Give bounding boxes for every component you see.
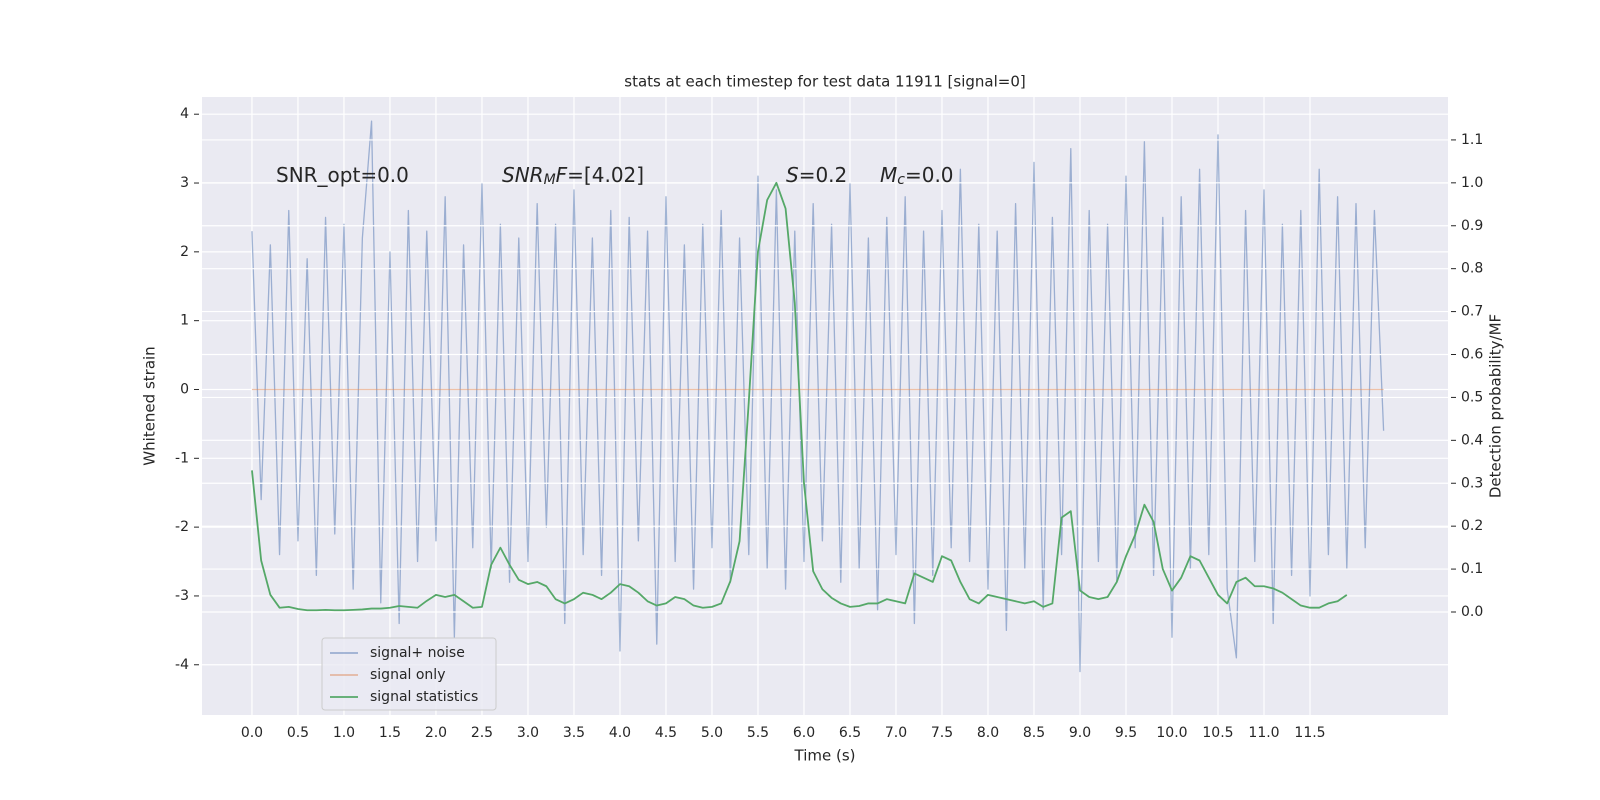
annotation-part: SNR	[502, 163, 544, 187]
annotations: SNR_opt=0.0 SNRMF=[4.02] S=0.2 Mc=0.0	[276, 163, 954, 189]
x-tick-label: 6.0	[793, 725, 815, 741]
x-tick-label: 7.0	[885, 725, 907, 741]
x-tick-label: 9.0	[1069, 725, 1091, 741]
y2-tick-label: 0.5	[1461, 389, 1483, 405]
annotation-part: =[4.02]	[567, 163, 644, 187]
y-tick-label: 2	[180, 244, 189, 260]
annotation-part: SNR_opt=0.0	[276, 163, 409, 187]
x-tick-label: 2.0	[425, 725, 447, 741]
series-line	[251, 181, 1348, 612]
y2-tick-label: 0.8	[1461, 261, 1483, 277]
annotation: SNR_opt=0.0	[276, 163, 409, 187]
annotation-part: S	[786, 163, 799, 187]
x-tick-label: 7.5	[931, 725, 953, 741]
x-tick-label: 0.0	[241, 725, 263, 741]
chart-title: stats at each timestep for test data 119…	[624, 73, 1025, 91]
x-tick-label: 4.0	[609, 725, 631, 741]
x-tick-label: 11.5	[1294, 725, 1325, 741]
legend-label: signal statistics	[370, 689, 478, 705]
legend-label: signal+ noise	[370, 645, 465, 661]
y2-tick-label: 0.0	[1461, 604, 1483, 620]
y2-tick-label: 0.4	[1461, 432, 1483, 448]
legend: signal+ noise signal only signal statistic…	[321, 637, 497, 711]
series-left	[251, 120, 1385, 673]
x-tick-label: 5.5	[747, 725, 769, 741]
annotation-part: M	[880, 163, 897, 187]
annotation: S=0.2	[786, 163, 847, 187]
x-tick-label: 1.0	[333, 725, 355, 741]
x-axis-label: Time (s)	[794, 747, 856, 765]
x-tick-label: 9.5	[1115, 725, 1137, 741]
series-line	[251, 120, 1385, 673]
annotation: Mc=0.0	[880, 163, 954, 189]
x-tick-label: 1.5	[379, 725, 401, 741]
x-tick-label: 6.5	[839, 725, 861, 741]
y-tick-label: -1	[175, 450, 189, 466]
x-tick-label: 11.0	[1248, 725, 1279, 741]
y2-tick-label: 0.1	[1461, 561, 1483, 577]
y2-tick-label: 0.2	[1461, 518, 1483, 534]
y-tick-label: -4	[175, 657, 189, 673]
annotation-part: F	[556, 163, 568, 187]
x-tick-label: 10.5	[1202, 725, 1233, 741]
x-tick-label: 10.0	[1156, 725, 1187, 741]
y-axis-label: Whitened strain	[141, 346, 159, 465]
y-tick-label: -3	[175, 588, 189, 604]
axes: 0.0 0.5 1.0 1.5 2.0 2.5 3.0 3.5 4.0 4.5 5.0 5.5 6.0 6…	[175, 106, 1483, 741]
y2-axis-label: Detection probability/MF	[1487, 314, 1505, 498]
annotation-part: c	[897, 172, 905, 188]
series-right	[251, 181, 1348, 612]
y-tick-label: 3	[180, 175, 189, 191]
annotation-part: =0.0	[905, 163, 954, 187]
y2-tick-label: 0.3	[1461, 475, 1483, 491]
plot-background	[202, 97, 1448, 715]
y-tick-label: 1	[180, 313, 189, 329]
y-tick-label: 0	[180, 381, 189, 397]
y-tick-label: 4	[180, 106, 189, 122]
y2-tick-label: 0.9	[1461, 218, 1483, 234]
x-tick-label: 3.5	[563, 725, 585, 741]
x-tick-label: 0.5	[287, 725, 309, 741]
x-tick-label: 8.5	[1023, 725, 1045, 741]
grid-right	[202, 139, 1448, 613]
x-tick-label: 3.0	[517, 725, 539, 741]
x-tick-label: 2.5	[471, 725, 493, 741]
annotation-part: =0.2	[799, 163, 848, 187]
x-tick-label: 4.5	[655, 725, 677, 741]
legend-label: signal only	[370, 667, 445, 683]
y2-tick-label: 1.1	[1461, 132, 1483, 148]
x-tick-label: 5.0	[701, 725, 723, 741]
y2-tick-label: 0.6	[1461, 347, 1483, 363]
y2-tick-label: 0.7	[1461, 304, 1483, 320]
annotation-part: M	[544, 172, 556, 188]
y2-tick-label: 1.0	[1461, 175, 1483, 191]
legend-box	[321, 637, 497, 711]
annotation: SNRMF=[4.02]	[502, 163, 644, 189]
x-tick-label: 8.0	[977, 725, 999, 741]
y-tick-label: -2	[175, 519, 189, 535]
